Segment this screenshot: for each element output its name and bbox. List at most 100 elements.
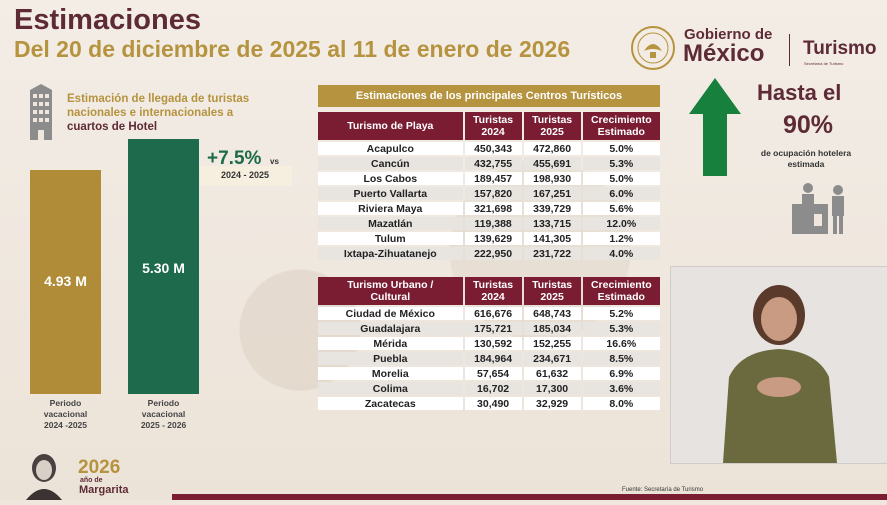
occupancy-caption: de ocupación hotelera estimada [760, 148, 852, 169]
beach_table-cell: 455,691 [523, 157, 581, 170]
beach_table-row: Mazatlán 119,388 133,715 12.0% [318, 217, 660, 230]
urban_table-cell: 16,702 [464, 382, 522, 395]
beach_table-cell: 119,388 [464, 217, 522, 230]
period-label-2: Periodo vacacional 2025 - 2026 [128, 398, 199, 431]
portrait-icon [22, 452, 66, 505]
beach_table-cell: 133,715 [523, 217, 581, 230]
beach-tourism-table: Turismo de Playa Turistas 2024 Turistas 20… [316, 110, 662, 262]
urban_table-cell: 152,255 [523, 337, 581, 350]
urban_table-row: Puebla 184,964 234,671 8.5% [318, 352, 660, 365]
beach_table-cell: 4.0% [582, 247, 660, 260]
hotel-text-line2: nacionales e internacionales a [67, 107, 234, 119]
bottom-strip [172, 494, 887, 500]
beach_table-cell: 5.6% [582, 202, 660, 215]
period2-line1: Periodo [147, 398, 180, 408]
period1-line3: 2024 -2025 [43, 420, 87, 430]
urban_table-cell: Mérida [318, 337, 463, 350]
urban_table-cell: Colima [318, 382, 463, 395]
growth-period-box [200, 166, 292, 186]
urban_table-row: Ciudad de México 616,676 648,743 5.2% [318, 307, 660, 320]
urban_table-cell: 5.3% [582, 322, 660, 335]
gob-line2: México [683, 40, 765, 67]
bar-2025-2026: 5.30 M [128, 139, 199, 394]
beach_table-header-1: Turistas 2024 [464, 112, 522, 140]
bar1-value: 4.93 M [44, 273, 87, 289]
beach_table-header-2: Turistas 2025 [523, 112, 581, 140]
beach_table-row: Cancún 432,755 455,691 5.3% [318, 157, 660, 170]
urban_table-cell: 32,929 [523, 397, 581, 410]
page-title: Estimaciones [14, 4, 201, 36]
turismo-sub: Secretaría de Turismo [804, 61, 844, 66]
urban_table-cell: 184,964 [464, 352, 522, 365]
urban_table-header-0: Turismo Urbano / Cultural [318, 277, 463, 305]
urban_table-cell: Puebla [318, 352, 463, 365]
urban_table-cell: 61,632 [523, 367, 581, 380]
beach_table-row: Tulum 139,629 141,305 1.2% [318, 232, 660, 245]
urban_table-row: Morelia 57,654 61,632 6.9% [318, 367, 660, 380]
occupancy-line1: Hasta el [757, 80, 842, 105]
period1-line2: vacacional [43, 409, 88, 419]
urban_table-header-1: Turistas 2024 [464, 277, 522, 305]
up-arrow-icon [689, 78, 741, 181]
beach_table-cell: 198,930 [523, 172, 581, 185]
urban_table-cell: 57,654 [464, 367, 522, 380]
page-subtitle: Del 20 de diciembre de 2025 al 11 de ene… [14, 36, 571, 62]
beach_table-cell: 167,251 [523, 187, 581, 200]
urban_table-cell: 130,592 [464, 337, 522, 350]
urban_table-cell: 616,676 [464, 307, 522, 320]
urban_table-cell: 16.6% [582, 337, 660, 350]
urban_table-row: Zacatecas 30,490 32,929 8.0% [318, 397, 660, 410]
beach_table-row: Puerto Vallarta 157,820 167,251 6.0% [318, 187, 660, 200]
reception-icon [790, 180, 850, 241]
beach_table-cell: 139,629 [464, 232, 522, 245]
urban_table-cell: Zacatecas [318, 397, 463, 410]
urban_table-cell: Morelia [318, 367, 463, 380]
urban_table-cell: 17,300 [523, 382, 581, 395]
beach_table-cell: 12.0% [582, 217, 660, 230]
beach_table-cell: 189,457 [464, 172, 522, 185]
beach_table-cell: Ixtapa-Zihuatanejo [318, 247, 463, 260]
beach_table-cell: 5.3% [582, 157, 660, 170]
eagle-seal-icon [630, 25, 676, 76]
urban_table-header-2: Turistas 2025 [523, 277, 581, 305]
growth-vs: vs [270, 157, 279, 166]
beach_table-cell: 5.0% [582, 172, 660, 185]
gob-line1: Gobierno de [684, 26, 773, 43]
urban_table-row: Colima 16,702 17,300 3.6% [318, 382, 660, 395]
urban_table-cell: 185,034 [523, 322, 581, 335]
beach_table-cell: 1.2% [582, 232, 660, 245]
beach_table-cell: 450,343 [464, 142, 522, 155]
beach_table-cell: 222,950 [464, 247, 522, 260]
urban_table-row: Guadalajara 175,721 185,034 5.3% [318, 322, 660, 335]
urban_table-cell: 6.9% [582, 367, 660, 380]
beach_table-row: Los Cabos 189,457 198,930 5.0% [318, 172, 660, 185]
growth-period: 2024 - 2025 [220, 170, 270, 180]
beach_table-cell: Riviera Maya [318, 202, 463, 215]
beach_table-header-0: Turismo de Playa [318, 112, 463, 140]
beach_table-cell: 157,820 [464, 187, 522, 200]
period1-line1: Periodo [49, 398, 82, 408]
beach_table-cell: Mazatlán [318, 217, 463, 230]
beach_table-row: Ixtapa-Zihuatanejo 222,950 231,722 4.0% [318, 247, 660, 260]
period2-line2: vacacional [141, 409, 186, 419]
urban_table-cell: 8.0% [582, 397, 660, 410]
urban_table-cell: 175,721 [464, 322, 522, 335]
beach_table-header-3: Crecimiento Estimado [582, 112, 660, 140]
period2-line3: 2025 - 2026 [140, 420, 187, 430]
urban_table-cell: 234,671 [523, 352, 581, 365]
footer-year: 2026 [78, 457, 121, 478]
beach_table-cell: Cancún [318, 157, 463, 170]
growth-percent: +7.5% [207, 148, 262, 169]
brand-divider [789, 34, 790, 66]
bar2-value: 5.30 M [142, 260, 185, 276]
beach_table-cell: Los Cabos [318, 172, 463, 185]
beach_table-cell: Puerto Vallarta [318, 187, 463, 200]
beach_table-cell: Tulum [318, 232, 463, 245]
hotel-text-line3: cuartos de Hotel [67, 121, 158, 133]
beach_table-cell: 432,755 [464, 157, 522, 170]
beach_table-row: Acapulco 450,343 472,860 5.0% [318, 142, 660, 155]
beach_table-cell: 141,305 [523, 232, 581, 245]
urban_table-header-3: Crecimiento Estimado [582, 277, 660, 305]
bar-2024-2025: 4.93 M [30, 170, 101, 394]
urban-tourism-table: Turismo Urbano / Cultural Turistas 2024 Tu… [316, 275, 662, 412]
